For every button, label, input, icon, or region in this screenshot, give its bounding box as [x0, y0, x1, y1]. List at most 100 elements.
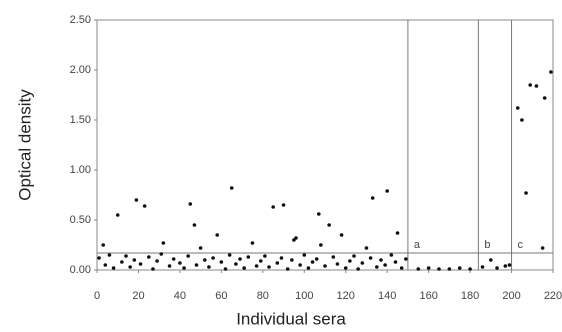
- data-point: [404, 257, 408, 261]
- data-point: [120, 260, 124, 264]
- data-point: [134, 198, 139, 202]
- data-point: [219, 260, 224, 264]
- data-point: [319, 243, 323, 247]
- data-point: [503, 264, 508, 268]
- data-point: [171, 257, 176, 261]
- data-point: [352, 254, 356, 258]
- data-point: [258, 259, 263, 263]
- data-point: [302, 253, 307, 257]
- data-point: [290, 258, 294, 262]
- data-point: [192, 223, 197, 227]
- data-point: [540, 246, 545, 250]
- data-point: [437, 267, 441, 271]
- data-point: [202, 258, 207, 262]
- data-point: [534, 84, 539, 88]
- data-point: [178, 261, 182, 265]
- y-tick-label: 2.50: [70, 14, 91, 26]
- region-label: b: [484, 239, 490, 251]
- data-point: [128, 265, 132, 269]
- x-tick-label: 200: [502, 290, 520, 302]
- data-point: [155, 259, 159, 263]
- y-tick-label: 0.00: [70, 264, 91, 276]
- plot-frame: [96, 19, 554, 271]
- data-point: [271, 205, 275, 209]
- data-point: [159, 252, 164, 256]
- data-point: [147, 255, 151, 259]
- data-point: [316, 212, 321, 216]
- data-point: [238, 257, 242, 261]
- data-point: [383, 263, 387, 267]
- data-point: [507, 263, 512, 267]
- data-point: [331, 255, 336, 259]
- data-point: [254, 264, 259, 268]
- data-point: [368, 256, 373, 260]
- data-point: [393, 260, 398, 264]
- data-point: [182, 266, 186, 270]
- data-point: [447, 267, 452, 271]
- data-point: [281, 203, 286, 207]
- x-tick-label: 80: [257, 290, 269, 302]
- data-point: [101, 243, 106, 247]
- data-point: [360, 261, 365, 265]
- data-point: [294, 236, 298, 240]
- data-point: [115, 213, 120, 217]
- data-point: [124, 254, 128, 258]
- data-point: [186, 254, 190, 258]
- x-tick-label: 20: [132, 290, 144, 302]
- data-point: [416, 267, 421, 271]
- data-point: [480, 265, 485, 269]
- data-point: [364, 246, 369, 250]
- x-tick-label: 160: [419, 290, 437, 302]
- data-point: [111, 266, 116, 270]
- x-tick-label: 180: [461, 290, 479, 302]
- data-point: [528, 83, 532, 87]
- data-point: [167, 264, 172, 268]
- data-point: [310, 260, 315, 264]
- data-point: [495, 266, 499, 270]
- data-point: [370, 196, 375, 200]
- x-tick-label: 220: [544, 290, 562, 302]
- data-point: [323, 264, 327, 268]
- data-point: [246, 255, 251, 259]
- data-point: [385, 189, 389, 193]
- data-point: [348, 259, 352, 263]
- data-point: [267, 265, 271, 269]
- data-point: [306, 266, 311, 270]
- data-point: [549, 70, 553, 74]
- data-point: [399, 266, 404, 270]
- x-tick-label: 60: [215, 290, 227, 302]
- data-point: [542, 96, 547, 100]
- y-tick-label: 1.50: [70, 114, 91, 126]
- x-tick-label: 0: [94, 290, 100, 302]
- data-point: [223, 267, 228, 271]
- data-point: [389, 253, 394, 257]
- data-point: [242, 266, 246, 270]
- data-point: [234, 262, 238, 266]
- data-point: [107, 253, 112, 257]
- data-point: [520, 118, 524, 122]
- data-point: [468, 267, 472, 271]
- data-point: [103, 263, 108, 267]
- y-axis-title: Optical density: [15, 89, 34, 201]
- x-tick-label: 140: [378, 290, 396, 302]
- data-point: [426, 266, 431, 270]
- data-point: [335, 262, 340, 266]
- region-label: c: [518, 239, 524, 251]
- data-point: [263, 254, 267, 258]
- data-point: [198, 246, 203, 250]
- x-tick-label: 120: [337, 290, 355, 302]
- data-point: [379, 258, 383, 262]
- data-point: [279, 256, 284, 260]
- data-point: [314, 257, 319, 261]
- data-point: [343, 266, 348, 270]
- data-point: [215, 233, 220, 237]
- data-point: [97, 256, 101, 260]
- data-point: [250, 241, 255, 245]
- region-label: a: [414, 239, 421, 251]
- y-tick-label: 1.00: [70, 164, 91, 176]
- x-tick-label: 100: [295, 290, 313, 302]
- data-point: [194, 263, 199, 267]
- data-point: [132, 258, 137, 262]
